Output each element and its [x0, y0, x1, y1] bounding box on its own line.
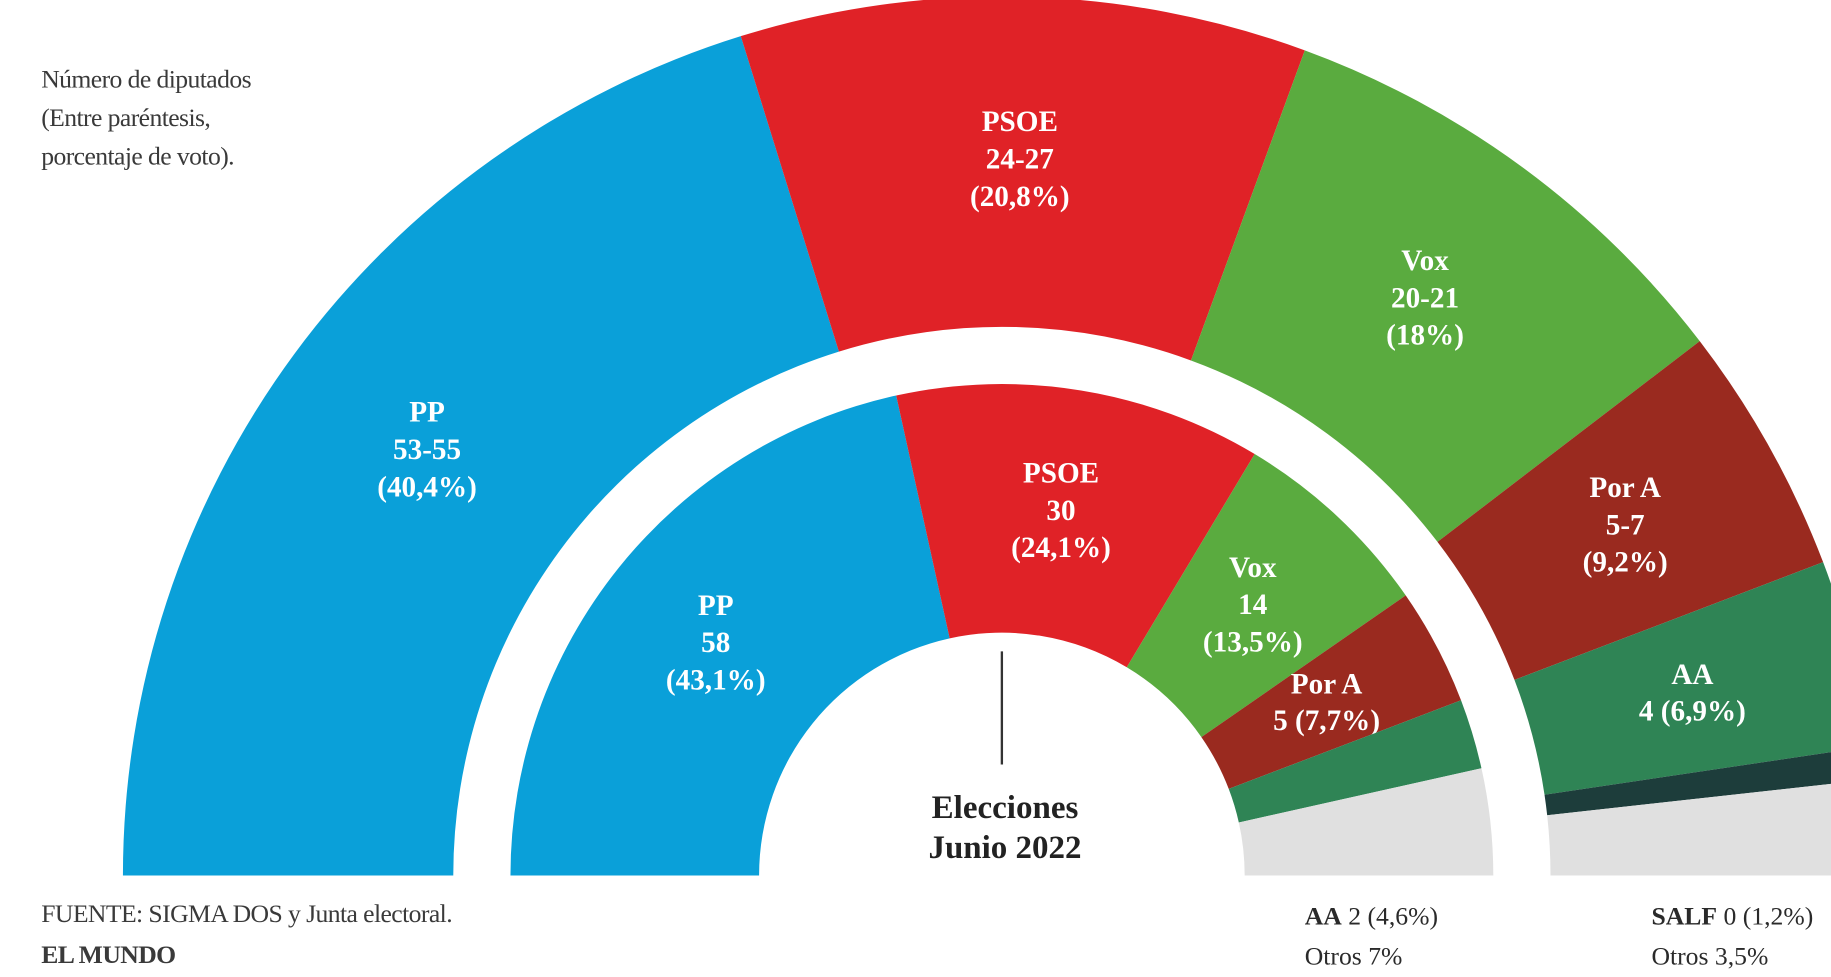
pct: (4,6%): [1368, 902, 1439, 931]
party: Otros: [1305, 941, 1362, 970]
segment-label: AA: [1671, 659, 1713, 691]
segment: [122, 36, 839, 876]
segment-label: 14: [1238, 589, 1268, 621]
ring-name: Elecciones Junio 2022: [928, 790, 1082, 866]
pct: 3,5%: [1715, 941, 1768, 970]
seats: 5: [1273, 705, 1288, 737]
outside-label: Otros 7%: [1305, 941, 1403, 970]
segment-label: Por A: [1589, 472, 1661, 504]
segment: [1544, 752, 1831, 816]
segment: [740, 0, 1305, 361]
pct: 7%: [1368, 941, 1402, 970]
subtitle: Número de diputados: [41, 65, 251, 94]
subtitle: porcentaje de voto).: [41, 142, 234, 171]
subtitle: (Entre paréntesis,: [41, 103, 210, 132]
segment-label: 5-7: [1606, 509, 1645, 541]
publisher: EL MUNDO: [41, 940, 175, 969]
outside-label: Otros 3,5%: [1651, 941, 1768, 970]
segment-label: (40,4%): [377, 471, 477, 503]
segment: [1238, 768, 1494, 876]
segment: [1228, 700, 1482, 823]
segment-label: PP: [409, 397, 445, 429]
segment: [1190, 50, 1700, 542]
seats: 2: [1348, 902, 1361, 931]
segment-label: 58: [701, 627, 730, 659]
segment-label: 53-55: [393, 434, 461, 466]
segment-label: 5 (7,7%): [1273, 705, 1380, 737]
segment-label: (13,5%): [1203, 627, 1303, 659]
source: FUENTE: SIGMA DOS y Junta electoral.: [41, 899, 452, 928]
party: AA: [1305, 902, 1343, 931]
segment: [1547, 783, 1831, 876]
segment-label: 4 (6,9%): [1639, 695, 1746, 727]
segment-label: (18%): [1386, 320, 1464, 352]
pct: (7,7%): [1295, 705, 1380, 737]
segment-label: (20,8%): [970, 181, 1070, 213]
segment: [1201, 595, 1462, 789]
segment: [1437, 341, 1824, 680]
segment-label: (43,1%): [666, 665, 766, 697]
segment-label: 24-27: [986, 144, 1054, 176]
party: Otros: [1651, 941, 1708, 970]
segment-label: PSOE: [1023, 457, 1099, 489]
seats: 4: [1639, 695, 1654, 727]
segment-label: Vox: [1229, 552, 1277, 584]
segment-label: (9,2%): [1583, 547, 1668, 579]
outside-label: SALF 0 (1,2%): [1651, 902, 1813, 931]
segment-label: 20-21: [1391, 282, 1459, 314]
segment-label: Por A: [1291, 668, 1363, 700]
segment: [510, 395, 950, 876]
segment: [1514, 562, 1831, 795]
pct: (6,9%): [1661, 695, 1746, 727]
segment-label: PSOE: [982, 106, 1058, 138]
segment-label: (24,1%): [1011, 532, 1111, 564]
segment: [896, 384, 1255, 668]
segment-label: Vox: [1401, 245, 1449, 277]
segment-label: 30: [1046, 495, 1075, 527]
segment: [1126, 454, 1406, 738]
party: SALF: [1651, 902, 1717, 931]
pct: (1,2%): [1743, 902, 1814, 931]
seats: 0: [1723, 902, 1736, 931]
outside-label: AA 2 (4,6%): [1305, 902, 1438, 931]
segment-label: PP: [698, 590, 734, 622]
